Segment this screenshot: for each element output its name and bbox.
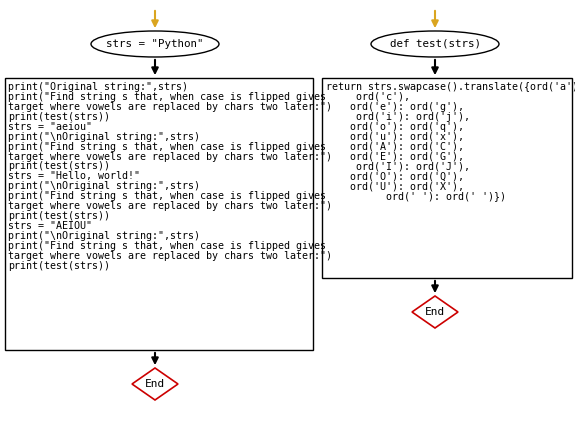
Text: ord('o'): ord('q'),: ord('o'): ord('q'), [326,122,464,132]
Text: ord('O'): ord('Q'),: ord('O'): ord('Q'), [326,171,464,181]
Ellipse shape [371,31,499,57]
Text: print("\nOriginal string:",strs): print("\nOriginal string:",strs) [8,231,200,241]
Text: ord('c'),: ord('c'), [326,92,410,102]
Text: End: End [425,307,445,317]
Polygon shape [412,296,458,328]
Text: ord('i'): ord('j'),: ord('i'): ord('j'), [326,112,470,122]
Text: print("\nOriginal string:",strs): print("\nOriginal string:",strs) [8,132,200,142]
Text: print("\nOriginal string:",strs): print("\nOriginal string:",strs) [8,181,200,191]
Text: print("Original string:",strs): print("Original string:",strs) [8,82,188,92]
Text: End: End [145,379,165,389]
Text: return strs.swapcase().translate({ord('a'):: return strs.swapcase().translate({ord('a… [326,82,575,92]
Text: ord(' '): ord(' ')}): ord(' '): ord(' ')}) [326,191,506,201]
Text: strs = "Hello, world!": strs = "Hello, world!" [8,171,140,181]
Bar [5,78,313,350]
Ellipse shape [91,31,219,57]
Text: ord('u'): ord('x'),: ord('u'): ord('x'), [326,132,464,142]
Text: ord('U'): ord('X'),: ord('U'): ord('X'), [326,181,464,191]
Text: print(test(strs)): print(test(strs)) [8,162,110,171]
Text: ord('A'): ord('C'),: ord('A'): ord('C'), [326,142,464,152]
Text: strs = "aeiou": strs = "aeiou" [8,122,92,132]
Text: print(test(strs)): print(test(strs)) [8,112,110,122]
Text: ord('e'): ord('g'),: ord('e'): ord('g'), [326,102,464,112]
Text: print("Find string s that, when case is flipped gives: print("Find string s that, when case is … [8,241,326,251]
Bar [322,78,572,278]
Text: strs = "AEIOU": strs = "AEIOU" [8,221,92,231]
Text: print(test(strs)): print(test(strs)) [8,261,110,271]
Text: ord('I'): ord('J'),: ord('I'): ord('J'), [326,162,470,171]
Text: target where vowels are replaced by chars two later:"): target where vowels are replaced by char… [8,102,332,112]
Text: print(test(strs)): print(test(strs)) [8,211,110,221]
Text: def test(strs): def test(strs) [389,39,481,49]
Text: target where vowels are replaced by chars two later:"): target where vowels are replaced by char… [8,152,332,162]
Text: print("Find string s that, when case is flipped gives: print("Find string s that, when case is … [8,142,326,152]
Text: ord('E'): ord('G'),: ord('E'): ord('G'), [326,152,464,162]
Polygon shape [132,368,178,400]
Text: print("Find string s that, when case is flipped gives: print("Find string s that, when case is … [8,92,326,102]
Text: strs = "Python": strs = "Python" [106,39,204,49]
Text: target where vowels are replaced by chars two later:"): target where vowels are replaced by char… [8,201,332,211]
Text: target where vowels are replaced by chars two later:"): target where vowels are replaced by char… [8,251,332,261]
Text: print("Find string s that, when case is flipped gives: print("Find string s that, when case is … [8,191,326,201]
